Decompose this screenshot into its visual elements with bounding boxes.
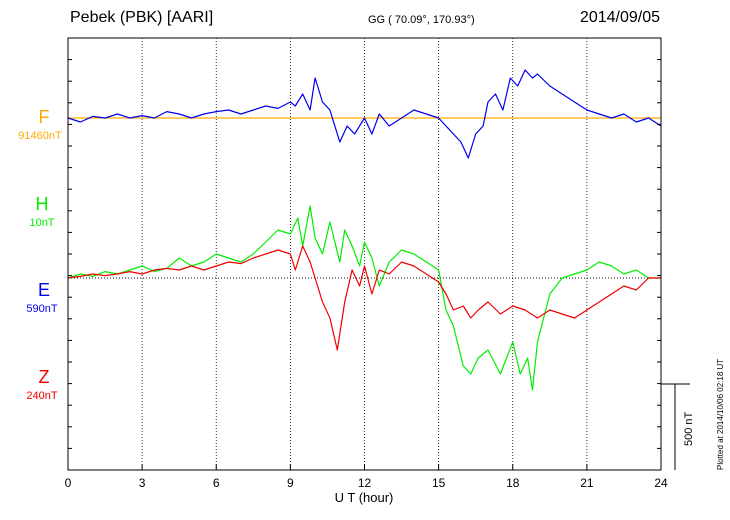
series-line-e xyxy=(67,69,662,159)
x-tick-label: 12 xyxy=(358,476,372,490)
scale-bar-label: 500 nT xyxy=(683,411,695,446)
x-axis-label: U T (hour) xyxy=(335,490,394,505)
station-title: Pebek (PBK) [AARI] xyxy=(70,9,214,26)
x-ticks: 0 3 6 9 12 15 18 21 24 xyxy=(65,59,668,490)
component-h-label: H xyxy=(35,194,49,214)
x-tick-label: 21 xyxy=(580,476,594,490)
grid xyxy=(141,38,588,470)
x-tick-label: 6 xyxy=(213,476,220,490)
x-tick-label: 15 xyxy=(432,476,446,490)
component-e-label: E xyxy=(37,280,50,300)
date-label: 2014/09/05 xyxy=(579,9,660,26)
geo-coordinates: GG ( 70.09°, 170.93°) xyxy=(368,14,475,26)
component-h-baseline: 10nT xyxy=(29,217,55,229)
x-tick-label: 9 xyxy=(287,476,294,490)
x-tick-label: 24 xyxy=(654,476,668,490)
scale-bar xyxy=(661,383,690,470)
x-tick-label: 18 xyxy=(506,476,520,490)
component-f-label: F xyxy=(38,107,50,127)
component-z-label: Z xyxy=(38,367,50,387)
series-lines xyxy=(67,69,662,391)
series-line-z xyxy=(67,245,661,351)
x-tick-label: 3 xyxy=(139,476,146,490)
component-e-baseline: 590nT xyxy=(26,303,58,315)
plotted-note: Plotted at 2014/10/06 02:18 UT xyxy=(716,358,725,470)
x-tick-label: 0 xyxy=(65,476,72,490)
component-z-baseline: 240nT xyxy=(26,390,58,402)
series-line-h xyxy=(67,205,661,391)
component-f-baseline: 91460nT xyxy=(18,130,62,142)
